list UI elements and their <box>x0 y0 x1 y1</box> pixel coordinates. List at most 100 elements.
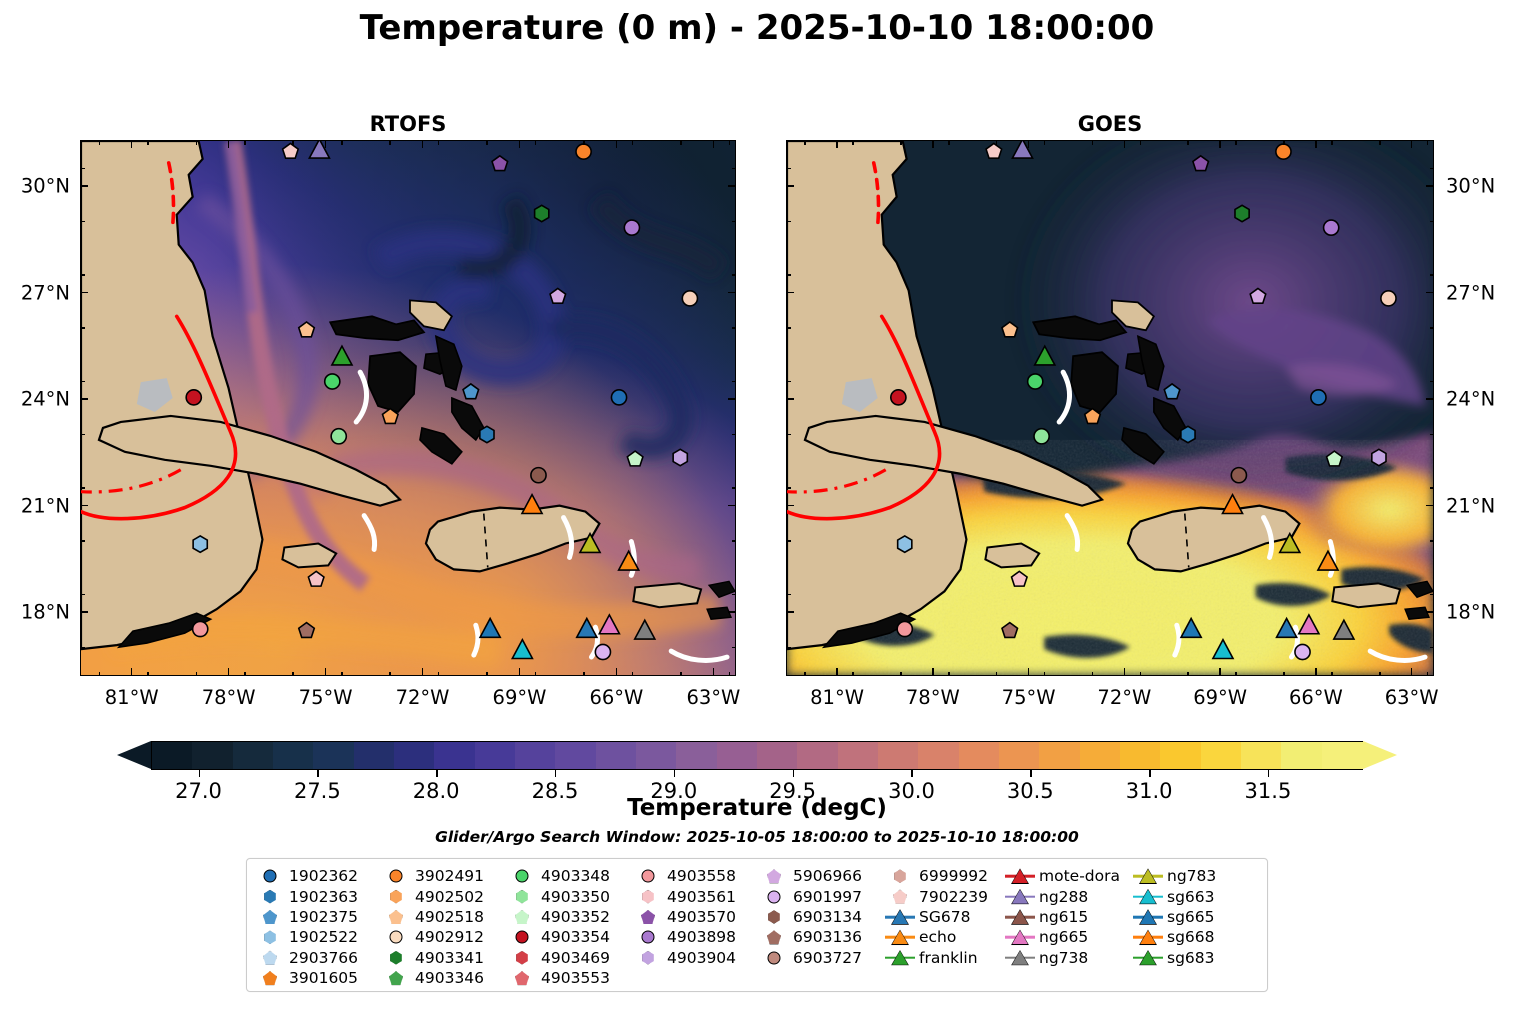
legend-item[interactable]: 3901605 <box>255 968 381 988</box>
legend-item[interactable]: echo <box>885 927 1005 947</box>
legend-item[interactable]: ng615 <box>1005 907 1133 927</box>
legend-item[interactable]: franklin <box>885 948 1005 968</box>
map-panel-rtofs[interactable] <box>80 140 736 676</box>
map-marker-4903558[interactable] <box>191 620 209 638</box>
map-marker-sg668[interactable] <box>520 492 544 515</box>
legend-item[interactable]: 4903346 <box>381 968 507 988</box>
map-marker-6903134[interactable] <box>1230 466 1248 484</box>
map-marker-4903350[interactable] <box>330 427 348 445</box>
legend-item[interactable]: 4902912 <box>381 927 507 947</box>
map-marker-6903136[interactable] <box>297 621 316 639</box>
legend-item[interactable]: sg663 <box>1133 886 1237 906</box>
legend-item[interactable]: sg665 <box>1133 907 1237 927</box>
map-marker-1902363[interactable] <box>479 425 495 444</box>
map-marker-4903898[interactable] <box>1322 219 1340 237</box>
map-marker-4902518[interactable] <box>1001 321 1019 338</box>
legend-item[interactable]: 4903561 <box>633 886 759 906</box>
map-marker-franklin[interactable] <box>1033 344 1057 366</box>
map-marker-ng288[interactable] <box>308 141 331 159</box>
map-marker-3902491[interactable] <box>575 143 592 160</box>
map-marker-6999992[interactable] <box>1380 290 1397 307</box>
colorbar[interactable]: 27.0 27.5 28.0 28.5 29.0 29.5 30.0 30.5 31.0 31.5 <box>117 741 1397 803</box>
map-marker-4903898[interactable] <box>623 219 641 237</box>
map-marker-1902522[interactable] <box>896 535 913 554</box>
map-marker-6903136[interactable] <box>1001 621 1019 639</box>
legend-item[interactable]: mote-dora <box>1005 866 1133 886</box>
legend-item[interactable]: 1902375 <box>255 907 381 927</box>
legend-item[interactable]: ng665 <box>1005 927 1133 947</box>
map-marker-sg663[interactable] <box>1211 637 1235 660</box>
legend-item[interactable]: sg683 <box>1133 948 1237 968</box>
legend-item[interactable]: 4902518 <box>381 907 507 927</box>
map-marker-sg665[interactable] <box>478 616 502 639</box>
legend-item[interactable]: 3902491 <box>381 866 507 886</box>
legend-item[interactable]: 4903558 <box>633 866 759 886</box>
map-marker-ng783[interactable] <box>1278 531 1302 554</box>
map-marker-1902375[interactable] <box>1163 382 1181 400</box>
legend-item[interactable]: ng288 <box>1005 886 1133 906</box>
map-marker-4903558[interactable] <box>896 620 914 638</box>
map-marker-franklin[interactable] <box>330 344 354 366</box>
legend-item[interactable]: 1902522 <box>255 927 381 947</box>
legend-item[interactable]: 4903341 <box>381 948 507 968</box>
legend-item[interactable]: 4903348 <box>507 866 633 886</box>
map-marker-6901997[interactable] <box>594 643 612 661</box>
map-marker-4903352[interactable] <box>626 450 644 467</box>
map-marker-1902522[interactable] <box>192 535 209 554</box>
map-panel-goes[interactable] <box>786 140 1434 676</box>
map-marker-echo[interactable] <box>1316 549 1340 571</box>
map-marker-6903134[interactable] <box>530 466 547 484</box>
map-marker-1902362[interactable] <box>1310 389 1327 406</box>
legend-item[interactable]: SG678 <box>885 907 1005 927</box>
map-marker-4903354[interactable] <box>890 389 907 406</box>
map-marker-5906966[interactable] <box>549 287 567 305</box>
map-marker-4903352[interactable] <box>1325 450 1344 467</box>
map-marker-SG678[interactable] <box>1275 616 1299 639</box>
legend-item[interactable]: 4903570 <box>633 907 759 927</box>
map-marker-4902518[interactable] <box>297 321 316 338</box>
legend-item[interactable]: 4903904 <box>633 948 759 968</box>
map-marker-4903341[interactable] <box>533 204 550 223</box>
map-marker-4903348[interactable] <box>323 373 341 390</box>
map-marker-4903348[interactable] <box>1026 373 1044 390</box>
map-marker-sg668[interactable] <box>1221 492 1244 515</box>
map-marker-1902375[interactable] <box>462 382 480 400</box>
map-marker-1902363[interactable] <box>1180 425 1196 444</box>
legend-item[interactable]: 4903898 <box>633 927 759 947</box>
map-marker-4903561[interactable] <box>1010 570 1029 587</box>
legend-item[interactable]: 6903136 <box>759 927 885 947</box>
map-marker-echo[interactable] <box>617 549 641 571</box>
map-marker-4903570[interactable] <box>1191 154 1210 172</box>
legend-item[interactable]: 7902239 <box>885 886 1005 906</box>
map-marker-4903354[interactable] <box>185 389 203 406</box>
map-marker-4903561[interactable] <box>307 570 325 587</box>
map-marker-4903904[interactable] <box>1371 448 1387 467</box>
map-marker-7902239[interactable] <box>985 142 1003 160</box>
legend-item[interactable]: ng738 <box>1005 948 1133 968</box>
legend-item[interactable]: 4903469 <box>507 948 633 968</box>
map-marker-ng783[interactable] <box>578 531 602 554</box>
legend-item[interactable]: 6901997 <box>759 886 885 906</box>
legend-item[interactable]: 4902502 <box>381 886 507 906</box>
map-marker-4903350[interactable] <box>1033 427 1050 445</box>
map-marker-SG678[interactable] <box>575 616 599 639</box>
map-marker-sg663[interactable] <box>510 637 534 660</box>
map-marker-ng665[interactable] <box>1297 613 1321 635</box>
legend-item[interactable]: 1902363 <box>255 886 381 906</box>
legend-item[interactable]: 4903354 <box>507 927 633 947</box>
platform-legend[interactable]: 1902362 1902363 1902375 1902522 2903766 39016… <box>246 858 1268 992</box>
map-marker-6901997[interactable] <box>1294 643 1311 661</box>
map-marker-ng738[interactable] <box>633 618 657 640</box>
map-marker-sg665[interactable] <box>1179 616 1203 639</box>
map-marker-1902362[interactable] <box>610 389 628 406</box>
legend-item[interactable]: sg668 <box>1133 927 1237 947</box>
legend-item[interactable]: 4903352 <box>507 907 633 927</box>
legend-item[interactable]: ng783 <box>1133 866 1237 886</box>
map-marker-6999992[interactable] <box>681 290 699 307</box>
map-marker-4902502[interactable] <box>1083 407 1102 425</box>
legend-item[interactable]: 6999992 <box>885 866 1005 886</box>
legend-item[interactable]: 4903350 <box>507 886 633 906</box>
legend-item[interactable]: 6903727 <box>759 948 885 968</box>
legend-item[interactable]: 1902362 <box>255 866 381 886</box>
legend-item[interactable]: 2903766 <box>255 948 381 968</box>
